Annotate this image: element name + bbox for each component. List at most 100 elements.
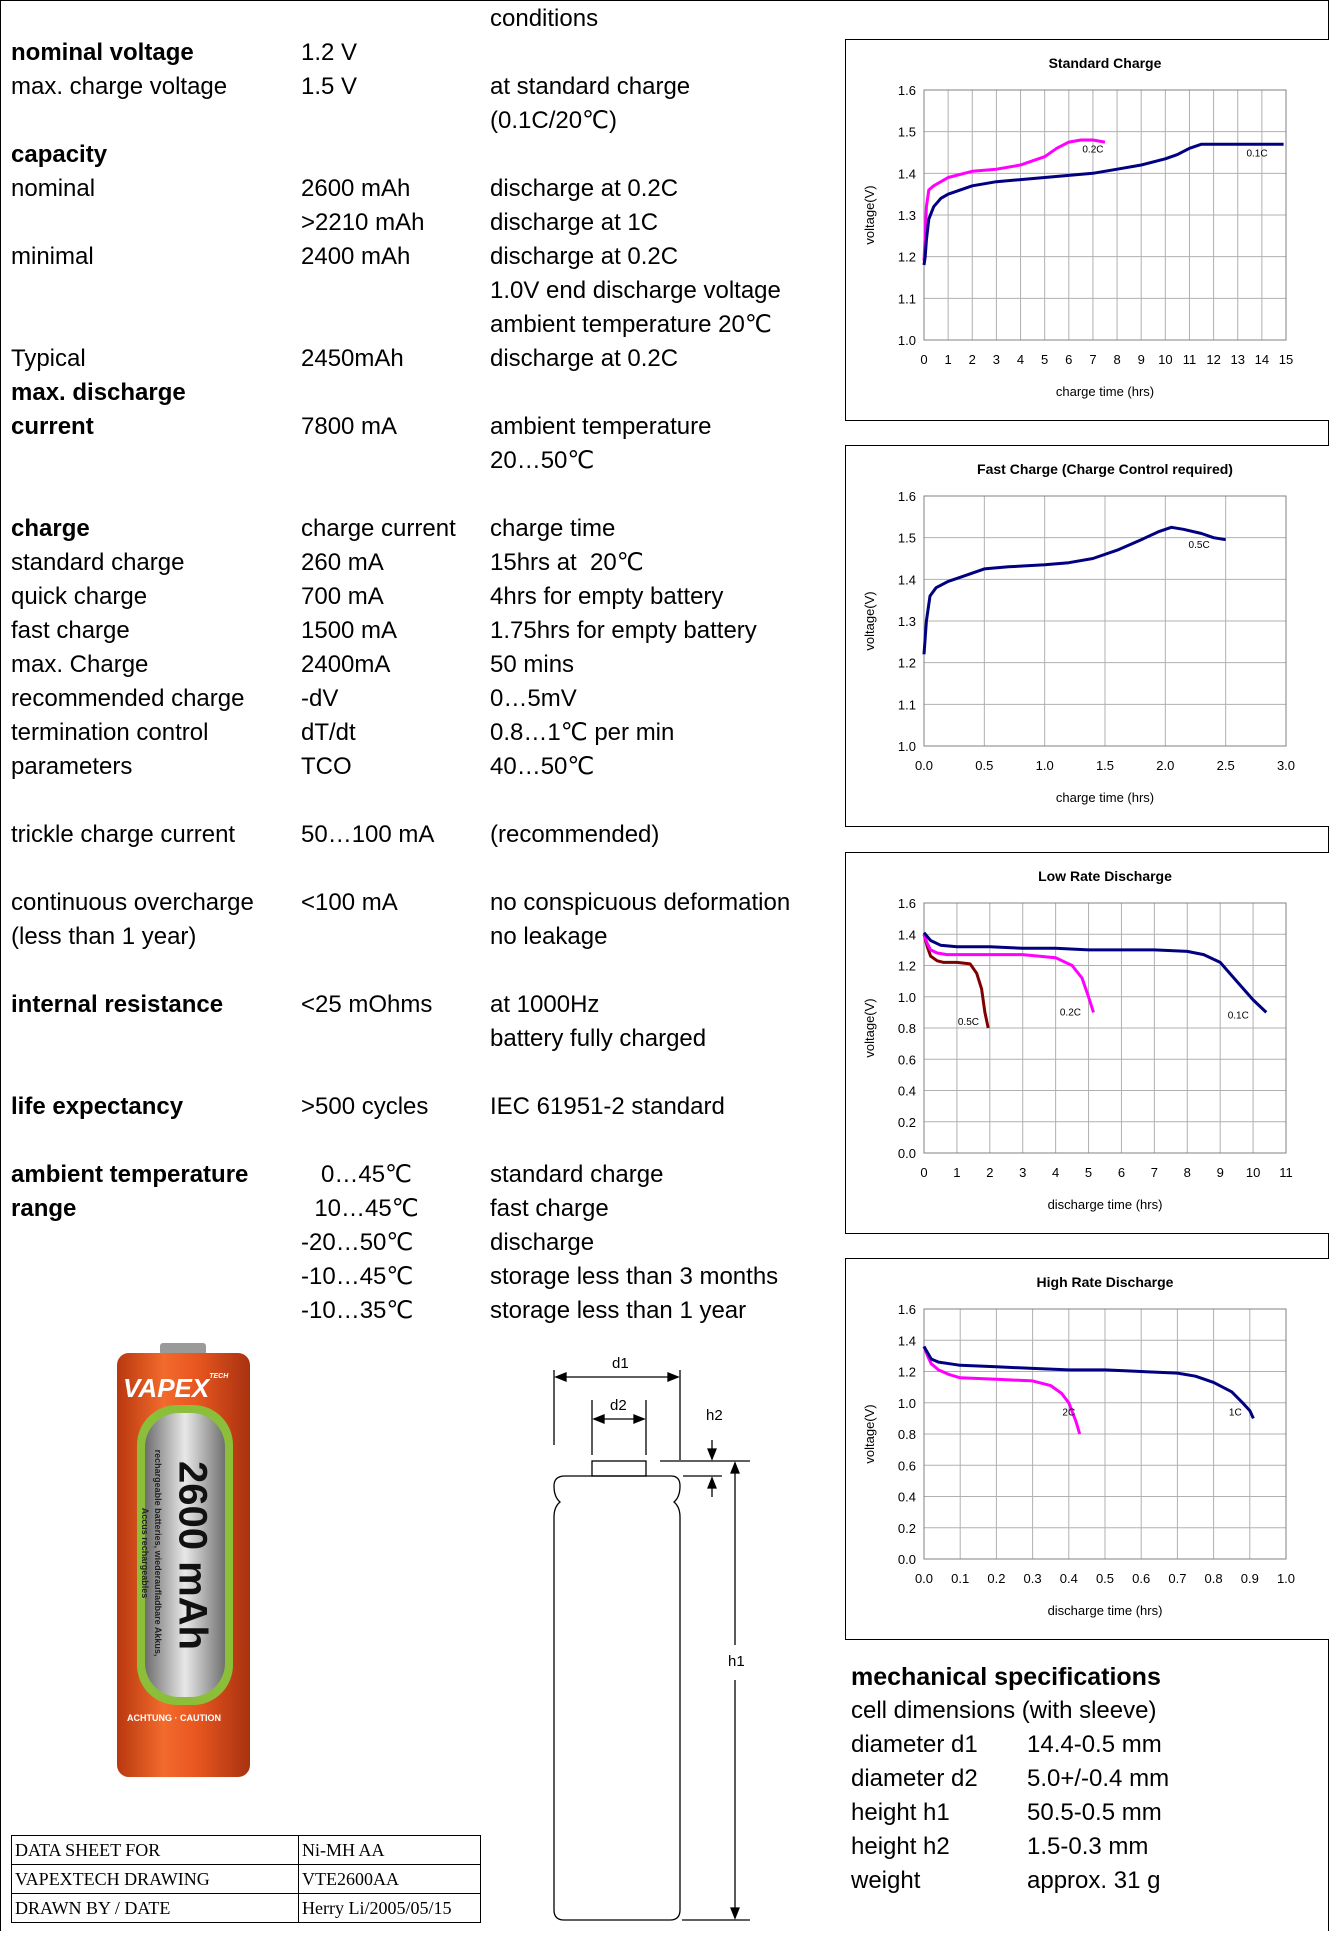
y-tick-label: 1.6 [898, 489, 916, 504]
x-tick-label: 0.0 [915, 758, 933, 773]
x-tick-label: 13 [1230, 352, 1244, 367]
y-tick-label: 1.1 [898, 697, 916, 712]
spec-value: dT/dt [301, 719, 356, 746]
mechanical-value: approx. 31 g [1027, 1867, 1161, 1894]
y-tick-label: 1.2 [898, 656, 916, 671]
x-tick-label: 0 [920, 1165, 927, 1180]
spec-value: 2400mA [301, 651, 391, 678]
series-line-0.2C [922, 933, 1095, 1013]
x-tick-label: 11 [1183, 352, 1197, 367]
y-tick-label: 0.0 [898, 1552, 916, 1567]
x-tick-label: 0.5 [975, 758, 993, 773]
y-tick-label: 1.4 [898, 1333, 916, 1348]
spec-condition: discharge at 1C [490, 209, 659, 236]
x-tick-label: 1 [945, 352, 952, 367]
spec-label: charge [11, 515, 90, 542]
battery-capacity-label: 2600 mAh [170, 1461, 215, 1650]
y-tick-label: 1.4 [898, 166, 916, 181]
spec-value: -10…45℃ [301, 1263, 414, 1290]
spec-condition: storage less than 3 months [490, 1263, 779, 1290]
chart-title: Standard Charge [1049, 55, 1162, 71]
x-tick-label: 0.7 [1168, 1571, 1186, 1586]
spec-condition: standard charge [490, 1161, 664, 1188]
x-tick-label: 4 [1052, 1165, 1059, 1180]
spec-value: TCO [301, 753, 352, 780]
plot-area [923, 89, 1287, 341]
y-tick-label: 0.6 [898, 1052, 916, 1067]
d2-label: d2 [610, 1397, 627, 1414]
series-label: 0.1C [1246, 149, 1267, 160]
spec-condition: discharge at 0.2C [490, 243, 679, 270]
y-tick-label: 1.4 [898, 572, 916, 587]
x-tick-label: 0.6 [1132, 1571, 1150, 1586]
x-tick-label: 1.0 [1277, 1571, 1295, 1586]
y-tick-label: 1.6 [898, 896, 916, 911]
spec-value: >2210 mAh [301, 209, 425, 236]
spec-value: >500 cycles [301, 1093, 429, 1120]
x-tick-label: 5 [1085, 1165, 1092, 1180]
y-tick-label: 1.4 [898, 927, 916, 942]
x-tick-label: 1.0 [1036, 758, 1054, 773]
spec-condition: ambient temperature [490, 413, 712, 440]
spec-condition: discharge at 0.2C [490, 345, 679, 372]
mechanical-value: 5.0+/-0.4 mm [1027, 1765, 1170, 1792]
battery-image: VAPEXTECH 2600 mAh rechargeable batterie… [115, 1343, 252, 1779]
chart-fast-charge: Fast Charge (Charge Control required) 0.0… [845, 445, 1329, 827]
spec-condition: IEC 61951-2 standard [490, 1093, 725, 1120]
x-tick-label: 6 [1065, 352, 1072, 367]
spec-condition: discharge [490, 1229, 595, 1256]
x-tick-label: 11 [1279, 1165, 1293, 1180]
mechanical-value: 50.5-0.5 mm [1027, 1799, 1162, 1826]
y-tick-label: 0.2 [898, 1115, 916, 1130]
x-tick-label: 1.5 [1096, 758, 1114, 773]
mechanical-value: 14.4-0.5 mm [1027, 1731, 1162, 1758]
spec-condition: storage less than 1 year [490, 1297, 747, 1324]
info-row: VAPEXTECH DRAWING VTE2600AA [11, 1864, 481, 1894]
x-tick-label: 0.5 [1096, 1571, 1114, 1586]
x-tick-label: 0 [920, 352, 927, 367]
plot-area [923, 1308, 1287, 1560]
x-tick-label: 2.5 [1217, 758, 1235, 773]
series-line-2C [922, 1345, 1082, 1435]
cell-dimension-drawing: d1 d2 h2 h1 [540, 1355, 790, 1930]
y-axis-label: voltage(V) [862, 1404, 877, 1463]
spec-value: 0…45℃ [301, 1161, 412, 1188]
info-key: DATA SHEET FOR [11, 1835, 299, 1865]
spec-condition: no leakage [490, 923, 608, 950]
spec-label: capacity [11, 141, 108, 168]
mechanical-row: diameter d1 14.4-0.5 mm [851, 1728, 1162, 1762]
spec-label: recommended charge [11, 685, 245, 712]
y-tick-label: 1.6 [898, 1302, 916, 1317]
series-line-0.2C [922, 138, 1106, 261]
drawing-info-table: DATA SHEET FOR Ni-MH AA VAPEXTECH DRAWING V… [11, 1835, 481, 1923]
spec-value: -10…35℃ [301, 1297, 414, 1324]
h2-label: h2 [706, 1407, 723, 1424]
mechanical-row: height h2 1.5-0.3 mm [851, 1830, 1161, 1864]
spec-label: (less than 1 year) [11, 923, 197, 950]
spec-label: nominal voltage [11, 39, 194, 66]
mechanical-row: diameter d2 5.0+/-0.4 mm [851, 1762, 1169, 1796]
y-tick-label: 1.2 [898, 959, 916, 974]
mechanical-key: height h1 [851, 1799, 950, 1826]
spec-label: life expectancy [11, 1093, 184, 1120]
info-row: DRAWN BY / DATE Herry Li/2005/05/15 [11, 1893, 481, 1923]
x-tick-label: 15 [1279, 352, 1293, 367]
mechanical-key: diameter d2 [851, 1765, 978, 1792]
y-tick-label: 1.0 [898, 333, 916, 348]
y-axis-label: voltage(V) [862, 185, 877, 244]
conditions-header: conditions [490, 5, 599, 32]
spec-value: 10…45℃ [301, 1195, 419, 1222]
spec-label: fast charge [11, 617, 130, 644]
spec-condition: at standard charge [490, 73, 691, 100]
spec-label: max. discharge [11, 379, 186, 406]
series-line-1C [922, 1345, 1255, 1420]
y-tick-label: 1.0 [898, 739, 916, 754]
x-tick-label: 1 [953, 1165, 960, 1180]
series-label: 0.2C [1060, 1008, 1081, 1019]
series-label: 0.2C [1082, 145, 1103, 156]
x-axis-label: discharge time (hrs) [1048, 1603, 1163, 1618]
spec-label: max. Charge [11, 651, 149, 678]
x-tick-label: 4 [1017, 352, 1024, 367]
spec-value: <25 mOhms [301, 991, 433, 1018]
series-label: 2C [1062, 1407, 1075, 1418]
